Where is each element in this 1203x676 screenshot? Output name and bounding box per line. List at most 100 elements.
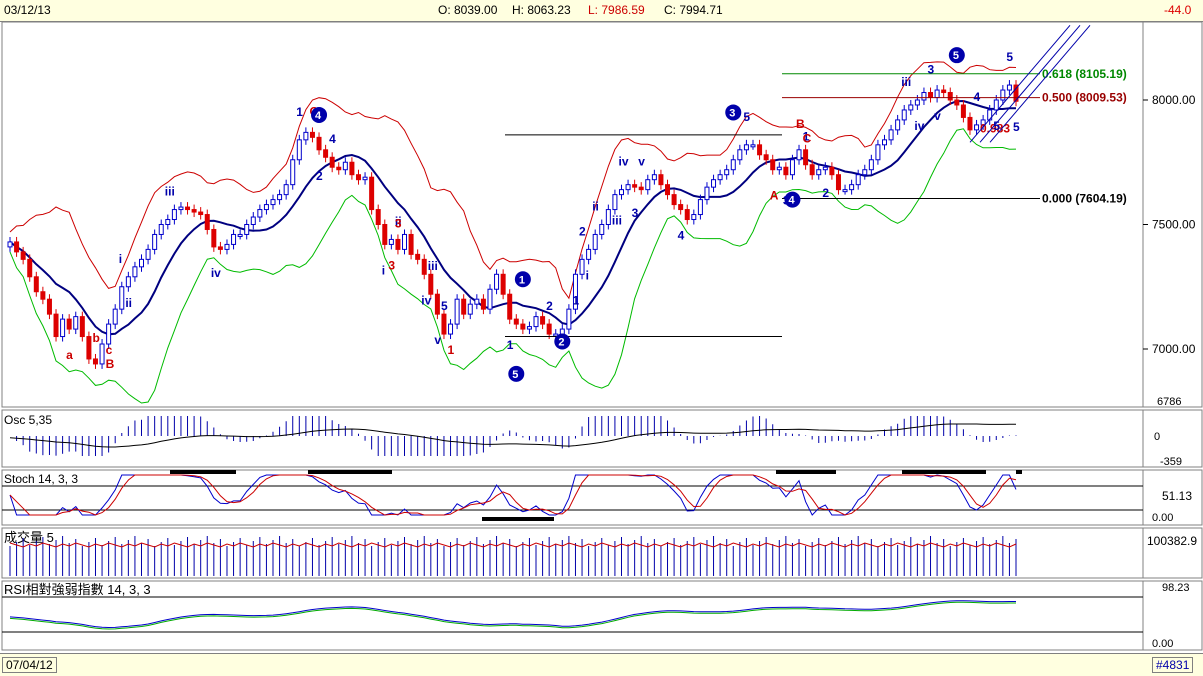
candle-body bbox=[224, 243, 230, 250]
wave-label-blue: 1 bbox=[572, 293, 579, 307]
price-header-bar: 03/12/13 O: 8039.00 H: 8063.23 L: 7986.5… bbox=[0, 0, 1203, 22]
wave-label-red: b bbox=[92, 331, 99, 345]
wave-label-blue: 5 bbox=[441, 299, 448, 313]
panel-frame bbox=[1, 409, 1144, 468]
candle-body bbox=[171, 209, 177, 221]
candle-body bbox=[533, 316, 539, 328]
candle-body bbox=[599, 224, 605, 235]
candle-body bbox=[494, 273, 500, 290]
wave-circle bbox=[514, 271, 531, 288]
candle-body bbox=[586, 248, 592, 260]
candle-body bbox=[165, 219, 171, 226]
candle-body bbox=[158, 224, 164, 235]
candle-body bbox=[500, 273, 506, 295]
candle-body bbox=[855, 174, 861, 186]
candle-body bbox=[106, 323, 112, 345]
candle-body bbox=[309, 131, 315, 138]
candle-body bbox=[487, 288, 493, 310]
candle-body bbox=[960, 104, 966, 118]
price-tick-label: 7500.00 bbox=[1152, 218, 1196, 232]
upper-band-line bbox=[9, 61, 1017, 300]
candle-body bbox=[342, 161, 348, 171]
wave-label-blue: iii bbox=[165, 185, 175, 199]
wave-label-blue: 3 bbox=[928, 63, 935, 77]
candle-body bbox=[296, 139, 302, 161]
candle-body bbox=[941, 89, 947, 94]
candle-body bbox=[329, 156, 335, 168]
wave-circle bbox=[311, 106, 328, 123]
candle-body bbox=[908, 104, 914, 111]
candle-body bbox=[783, 166, 789, 176]
candle-body bbox=[776, 166, 782, 171]
candle-body bbox=[901, 109, 907, 121]
fib-level-label: 0.618 (8105.19) bbox=[1042, 67, 1127, 81]
wave-label-blue: 1 bbox=[803, 130, 810, 144]
candle-body bbox=[283, 184, 289, 196]
candle-body bbox=[914, 99, 920, 106]
wave-label-blue: 1 bbox=[296, 105, 303, 119]
wave-label-blue: v bbox=[638, 155, 645, 169]
candle-body bbox=[480, 298, 486, 310]
candle-body bbox=[743, 144, 749, 151]
wave-label-blue: iii bbox=[612, 214, 622, 228]
date-axis-bar: 07/04/12 #4831 bbox=[0, 653, 1203, 676]
candle-body bbox=[263, 204, 269, 211]
axis-frame bbox=[1142, 469, 1203, 526]
candle-body bbox=[66, 318, 72, 330]
wave-label-blue: ii bbox=[592, 199, 599, 213]
candle-body bbox=[796, 149, 802, 161]
start-date-box: 07/04/12 bbox=[2, 657, 57, 673]
wave-circle-label: 5 bbox=[512, 369, 518, 381]
candle-body bbox=[757, 144, 763, 156]
wave-circle-label: 2 bbox=[558, 337, 564, 349]
candle-body bbox=[697, 199, 703, 216]
candle-body bbox=[592, 233, 598, 250]
candle-body bbox=[822, 166, 828, 171]
candle-body bbox=[750, 144, 756, 148]
volume-panel-title: 成交量 5 bbox=[4, 530, 54, 545]
candle-body bbox=[868, 159, 874, 171]
candle-body bbox=[454, 298, 460, 325]
candle-body bbox=[526, 326, 532, 330]
wave-circle bbox=[948, 47, 965, 64]
stoch-panel-title: Stoch 14, 3, 3 bbox=[4, 472, 78, 486]
candle-body bbox=[46, 298, 52, 315]
candle-body bbox=[415, 253, 421, 260]
wave-label-blue: 2 bbox=[822, 186, 829, 200]
candle-body bbox=[408, 233, 414, 255]
candle-body bbox=[402, 233, 408, 250]
candle-body bbox=[1000, 89, 1006, 101]
candle-body bbox=[803, 149, 809, 166]
candle-body bbox=[316, 136, 322, 151]
candle-body bbox=[928, 92, 934, 99]
candle-body bbox=[145, 248, 151, 260]
candle-body bbox=[467, 303, 473, 315]
candle-body bbox=[520, 323, 526, 330]
candle-body bbox=[566, 308, 572, 330]
candle-body bbox=[461, 298, 467, 315]
osc-tick-label: 0 bbox=[1154, 431, 1160, 443]
candle-body bbox=[862, 169, 868, 176]
candle-body bbox=[651, 174, 657, 181]
rsi-panel-title: RSI相對強弱指數 14, 3, 3 bbox=[4, 582, 151, 597]
header-change: -44.0 bbox=[1164, 3, 1192, 17]
wave-label-blue: 3 bbox=[632, 206, 639, 220]
trend-channel-line bbox=[989, 24, 1091, 143]
candle-body bbox=[237, 233, 243, 237]
candle-body bbox=[395, 238, 401, 250]
candle-body bbox=[711, 179, 717, 188]
stoch-tick-label: 51.13 bbox=[1162, 489, 1192, 503]
candle-body bbox=[362, 176, 368, 181]
wave-label-blue: v bbox=[434, 333, 441, 347]
wave-label-blue: ii bbox=[395, 214, 402, 228]
stoch-d-line bbox=[9, 474, 1017, 516]
candle-body bbox=[277, 194, 283, 201]
candle-body bbox=[684, 209, 690, 221]
candle-body bbox=[211, 228, 217, 248]
header-low: L: 7986.59 bbox=[588, 3, 645, 17]
candle-body bbox=[355, 174, 361, 181]
candle-body bbox=[638, 186, 644, 191]
candle-body bbox=[303, 131, 309, 141]
candle-body bbox=[980, 119, 986, 126]
